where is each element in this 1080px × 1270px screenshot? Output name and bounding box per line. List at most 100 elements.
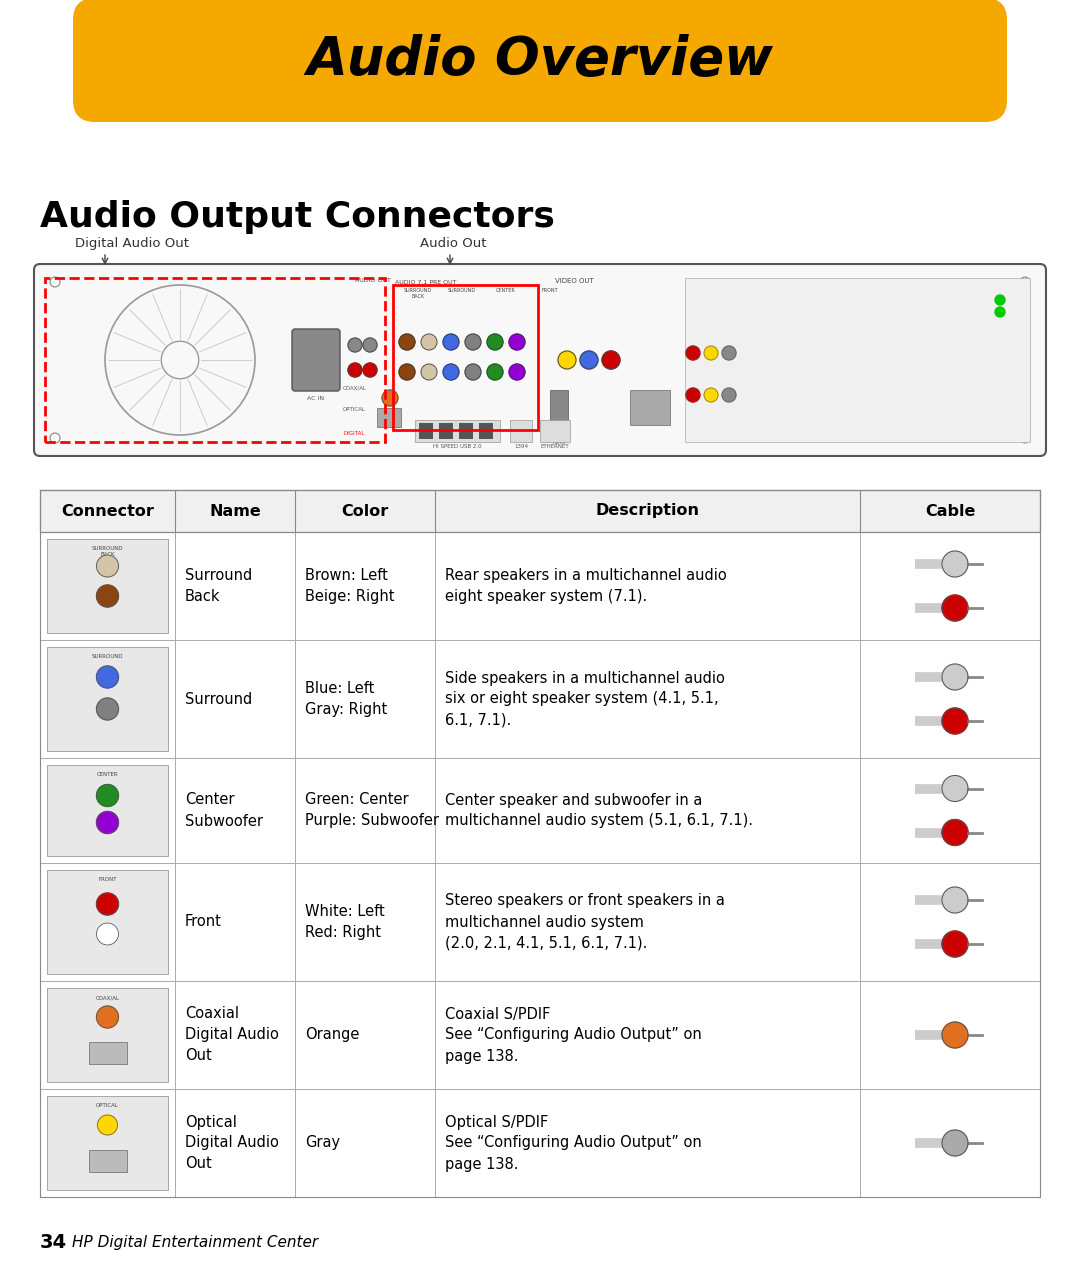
Bar xyxy=(40,640,1040,758)
Text: Connector: Connector xyxy=(62,503,154,518)
FancyBboxPatch shape xyxy=(73,0,1007,122)
Text: ETHERNET: ETHERNET xyxy=(541,444,569,450)
Text: SURROUND: SURROUND xyxy=(448,288,476,293)
Circle shape xyxy=(723,389,735,403)
Circle shape xyxy=(96,665,119,688)
Circle shape xyxy=(995,307,1005,318)
Text: OPTICAL: OPTICAL xyxy=(343,406,366,411)
Text: COAX/AL: COAX/AL xyxy=(343,385,367,390)
Bar xyxy=(438,423,453,439)
Text: Color: Color xyxy=(341,503,389,518)
Circle shape xyxy=(558,351,576,370)
Text: Orange: Orange xyxy=(305,1027,360,1043)
Circle shape xyxy=(942,776,968,801)
Text: FRONT: FRONT xyxy=(98,878,117,881)
Circle shape xyxy=(942,1022,968,1048)
Circle shape xyxy=(465,364,481,380)
Text: Surround: Surround xyxy=(185,691,253,706)
Text: Digital Audio Out: Digital Audio Out xyxy=(75,237,189,250)
Circle shape xyxy=(686,389,700,403)
Circle shape xyxy=(509,364,525,380)
FancyBboxPatch shape xyxy=(33,264,1047,456)
Circle shape xyxy=(942,1130,968,1156)
Circle shape xyxy=(96,923,119,945)
Circle shape xyxy=(942,596,968,621)
Circle shape xyxy=(421,334,437,351)
Circle shape xyxy=(942,819,968,846)
Text: CENTER: CENTER xyxy=(496,288,516,293)
Text: TV SOURCE  1  IN: TV SOURCE 1 IN xyxy=(690,335,744,340)
Text: HDMI: HDMI xyxy=(552,439,566,444)
FancyBboxPatch shape xyxy=(48,870,168,974)
Text: LINK: LINK xyxy=(1008,310,1021,315)
Bar xyxy=(550,390,568,420)
Text: VIDEO OUT: VIDEO OUT xyxy=(555,278,594,284)
Text: Audio Output Connectors: Audio Output Connectors xyxy=(40,199,555,234)
Text: Gray: Gray xyxy=(305,1135,340,1151)
Text: AC IN: AC IN xyxy=(308,396,325,401)
FancyBboxPatch shape xyxy=(48,646,168,751)
Text: Side speakers in a multichannel audio
six or eight speaker system (4.1, 5.1,
6.1: Side speakers in a multichannel audio si… xyxy=(445,671,725,728)
FancyBboxPatch shape xyxy=(377,408,401,427)
Text: Audio Overview: Audio Overview xyxy=(307,34,773,86)
Circle shape xyxy=(995,295,1005,305)
Circle shape xyxy=(942,707,968,734)
Circle shape xyxy=(363,363,377,377)
Text: SURROUND
BACK: SURROUND BACK xyxy=(92,546,123,556)
FancyBboxPatch shape xyxy=(292,329,340,391)
Circle shape xyxy=(723,345,735,359)
Circle shape xyxy=(443,334,459,351)
Bar xyxy=(540,420,570,442)
Circle shape xyxy=(96,785,119,806)
Bar xyxy=(40,980,1040,1088)
Circle shape xyxy=(443,364,459,380)
Circle shape xyxy=(382,390,399,406)
Text: 1394: 1394 xyxy=(514,444,528,450)
Text: AUDIO OUT: AUDIO OUT xyxy=(355,278,391,283)
Text: CENTER: CENTER xyxy=(97,772,119,777)
Text: Optical
Digital Audio
Out: Optical Digital Audio Out xyxy=(185,1115,279,1171)
Bar xyxy=(40,532,1040,640)
Text: Coaxial
Digital Audio
Out: Coaxial Digital Audio Out xyxy=(185,1007,279,1063)
Text: Center
Subwoofer: Center Subwoofer xyxy=(185,792,264,828)
Circle shape xyxy=(487,334,503,351)
Text: Brown: Left
Beige: Right: Brown: Left Beige: Right xyxy=(305,568,394,605)
Bar xyxy=(40,1088,1040,1198)
Circle shape xyxy=(96,555,119,577)
Circle shape xyxy=(348,363,362,377)
Circle shape xyxy=(942,886,968,913)
FancyBboxPatch shape xyxy=(48,988,168,1082)
Circle shape xyxy=(704,345,718,359)
Bar xyxy=(45,278,384,442)
Text: Green: Center
Purple: Subwoofer: Green: Center Purple: Subwoofer xyxy=(305,792,438,828)
Text: Blue: Left
Gray: Right: Blue: Left Gray: Right xyxy=(305,681,388,718)
Text: 34: 34 xyxy=(40,1232,67,1251)
Text: TV SOURCE  2  IN: TV SOURCE 2 IN xyxy=(690,377,744,382)
Text: SURROUND: SURROUND xyxy=(92,654,123,659)
Text: Center speaker and subwoofer in a
multichannel audio system (5.1, 6.1, 7.1).: Center speaker and subwoofer in a multic… xyxy=(445,792,753,828)
Circle shape xyxy=(363,338,377,352)
Circle shape xyxy=(465,334,481,351)
Text: HP Digital Entertainment Center: HP Digital Entertainment Center xyxy=(72,1234,319,1250)
Circle shape xyxy=(96,1006,119,1027)
Circle shape xyxy=(97,1115,118,1135)
Circle shape xyxy=(509,334,525,351)
Text: REMOVABLE ANTENNA: REMOVABLE ANTENNA xyxy=(827,292,888,297)
Text: Audio Out: Audio Out xyxy=(420,237,486,250)
Circle shape xyxy=(704,389,718,403)
FancyBboxPatch shape xyxy=(48,1096,168,1190)
Text: OPTICAL: OPTICAL xyxy=(96,1104,119,1107)
Circle shape xyxy=(942,551,968,577)
Text: Surround
Back: Surround Back xyxy=(185,568,253,605)
Circle shape xyxy=(686,345,700,359)
Text: HI SPEED USB 2.0: HI SPEED USB 2.0 xyxy=(433,444,482,450)
Circle shape xyxy=(96,585,119,607)
Text: WIRELESS LAN  802.11 a/b/g: WIRELESS LAN 802.11 a/b/g xyxy=(813,279,902,284)
Bar xyxy=(685,278,1030,442)
Bar xyxy=(40,864,1040,980)
Circle shape xyxy=(580,351,598,370)
Text: White: Left
Red: Right: White: Left Red: Right xyxy=(305,904,384,940)
Bar xyxy=(480,423,492,439)
Text: AUDIO 7.1 PRE OUT: AUDIO 7.1 PRE OUT xyxy=(395,279,457,284)
Bar xyxy=(459,423,473,439)
